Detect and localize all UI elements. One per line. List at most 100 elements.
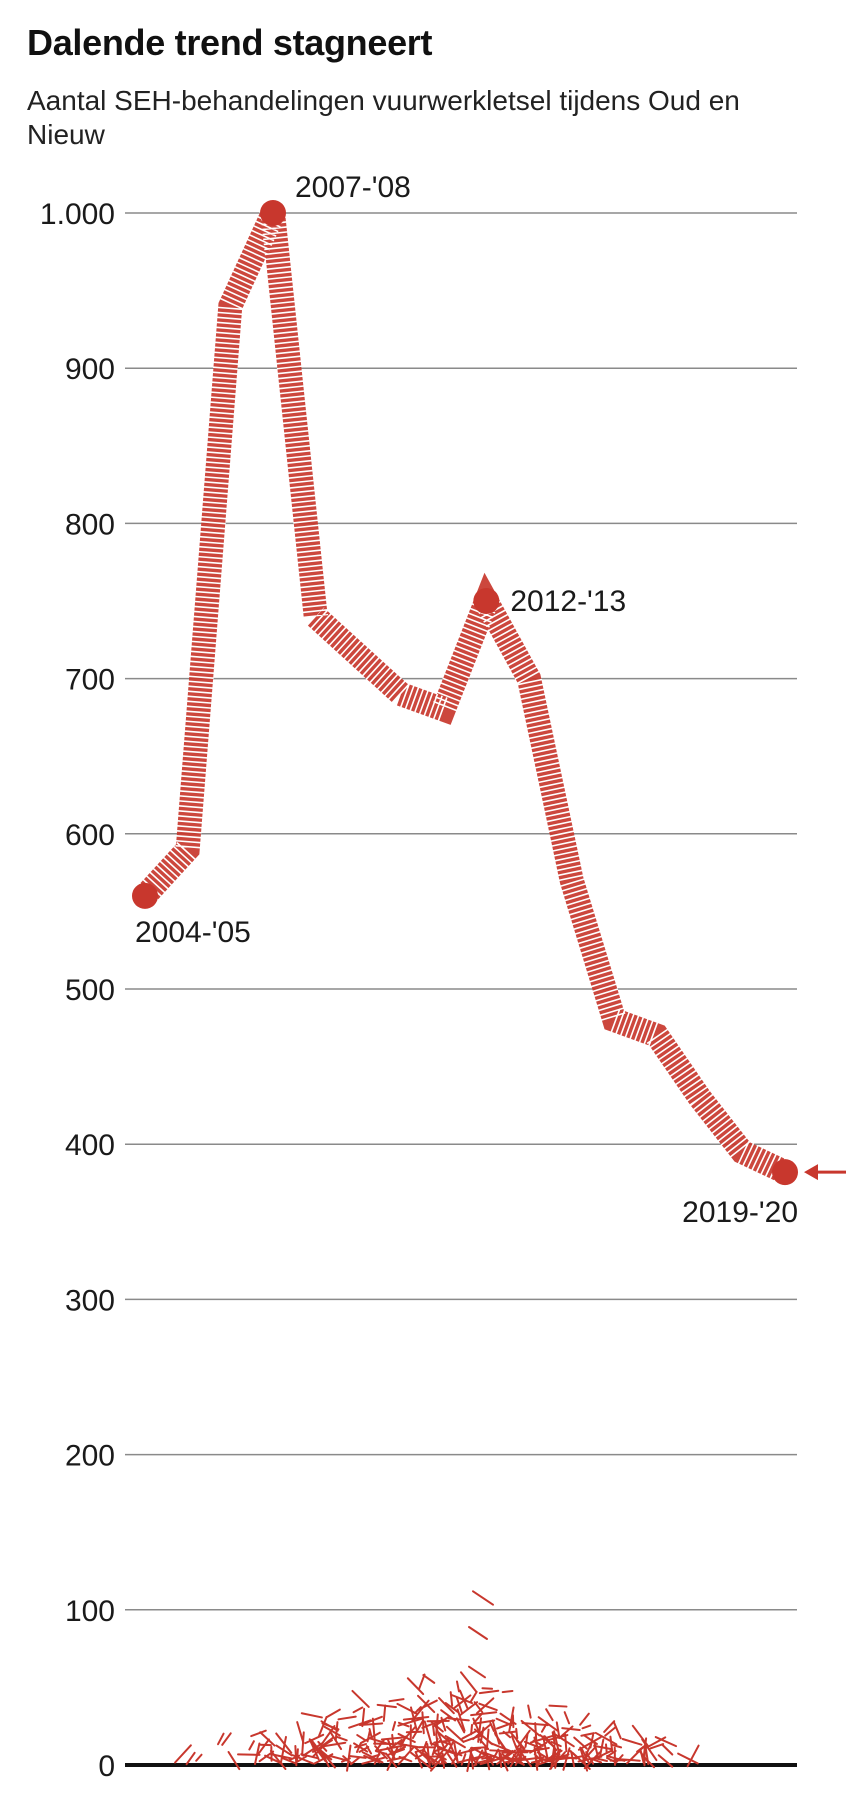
debris-stroke (310, 1738, 325, 1757)
debris-stroke (411, 1719, 425, 1740)
debris-stroke (585, 1751, 595, 1765)
debris-stroke (485, 1728, 490, 1751)
debris-stroke (317, 1736, 334, 1750)
debris-stroke (654, 1736, 678, 1748)
debris-stroke (414, 1751, 423, 1769)
debris-stroke (657, 1754, 674, 1768)
arrow-head (804, 1164, 818, 1181)
debris-stroke (375, 1750, 388, 1755)
debris-stroke (438, 1747, 455, 1755)
debris-stroke (469, 1690, 478, 1703)
debris-stroke (610, 1743, 623, 1749)
debris-stroke (539, 1757, 555, 1764)
debris-stroke (564, 1733, 568, 1753)
debris-stroke (280, 1735, 287, 1763)
debris-stroke (479, 1726, 485, 1744)
debris-stroke (621, 1738, 643, 1746)
debris-stroke (341, 1757, 351, 1763)
debris-stroke (271, 1753, 293, 1760)
arrow-icon (804, 1164, 846, 1181)
debris-stroke (550, 1740, 562, 1748)
debris-stroke (450, 1693, 474, 1705)
debris-stroke (631, 1724, 649, 1747)
debris-stroke (300, 1753, 319, 1760)
debris-stroke (446, 1741, 454, 1754)
debris-stroke (445, 1725, 465, 1743)
debris-stroke (455, 1680, 460, 1693)
debris-stroke (414, 1752, 425, 1760)
debris-stroke (174, 1744, 192, 1764)
debris-stroke (539, 1734, 556, 1749)
debris-stroke (195, 1753, 203, 1762)
debris-stroke (613, 1721, 622, 1740)
y-tick-label: 1.000 (40, 198, 115, 231)
debris-stroke (296, 1721, 305, 1744)
debris-stroke (254, 1742, 261, 1765)
y-axis-tick-labels: 0 100 200 300 400 500 600 700 800 900 1.000 (40, 198, 115, 1783)
debris-stroke (535, 1755, 546, 1767)
debris-stroke (510, 1735, 522, 1761)
debris-stroke (221, 1732, 232, 1746)
debris-stroke (369, 1737, 391, 1746)
debris-stroke (594, 1731, 618, 1746)
debris-stroke (380, 1736, 408, 1741)
debris-stroke (438, 1755, 447, 1764)
debris-stroke (604, 1743, 608, 1754)
debris-stroke (304, 1733, 325, 1745)
debris-stroke (396, 1702, 418, 1715)
debris-stroke (365, 1745, 373, 1755)
data-line (135, 166, 791, 1184)
debris-stroke (351, 1689, 370, 1708)
firework-debris-decoration (174, 1590, 700, 1773)
debris-stroke (447, 1753, 458, 1768)
debris-stroke (536, 1751, 550, 1760)
debris-stroke (349, 1756, 361, 1766)
debris-stroke (398, 1755, 413, 1763)
debris-stroke (452, 1694, 472, 1710)
debris-stroke (313, 1753, 334, 1765)
debris-stroke (444, 1735, 466, 1749)
debris-stroke (661, 1743, 674, 1756)
debris-stroke (334, 1721, 339, 1742)
debris-stroke (374, 1739, 385, 1752)
debris-stroke (478, 1689, 500, 1695)
debris-stroke (335, 1735, 348, 1742)
debris-stroke (492, 1748, 500, 1759)
debris-stroke (348, 1755, 367, 1759)
debris-stroke (580, 1732, 596, 1737)
debris-stroke (498, 1730, 518, 1735)
debris-stroke (502, 1730, 512, 1739)
debris-stroke (553, 1732, 575, 1748)
debris-stroke (470, 1752, 474, 1770)
debris-stroke (387, 1740, 396, 1760)
debris-stroke (264, 1754, 283, 1765)
debris-stroke (432, 1724, 436, 1737)
debris-stroke (555, 1721, 561, 1739)
debris-stroke (301, 1731, 305, 1757)
debris-stroke (545, 1708, 554, 1722)
debris-stroke (478, 1702, 498, 1712)
debris-stroke (470, 1711, 498, 1717)
debris-stroke (470, 1723, 474, 1736)
debris-stroke (472, 1724, 491, 1741)
y-tick-label: 100 (65, 1595, 115, 1628)
debris-stroke (300, 1712, 323, 1719)
debris-stroke (482, 1751, 503, 1760)
point-marker (473, 588, 500, 614)
debris-stroke (446, 1737, 459, 1762)
debris-stroke (590, 1749, 613, 1762)
debris-stroke (437, 1731, 450, 1742)
debris-stroke (472, 1717, 482, 1738)
debris-stroke (497, 1748, 509, 1772)
debris-stroke (256, 1738, 270, 1757)
debris-stroke (473, 1728, 494, 1746)
debris-stroke (563, 1711, 571, 1725)
debris-stroke (250, 1729, 267, 1738)
point-label: 2012-'13 (510, 585, 626, 618)
debris-stroke (337, 1715, 357, 1721)
debris-stroke (391, 1733, 395, 1747)
y-tick-label: 600 (65, 819, 115, 852)
debris-stroke (421, 1740, 428, 1754)
debris-stroke (604, 1726, 617, 1737)
